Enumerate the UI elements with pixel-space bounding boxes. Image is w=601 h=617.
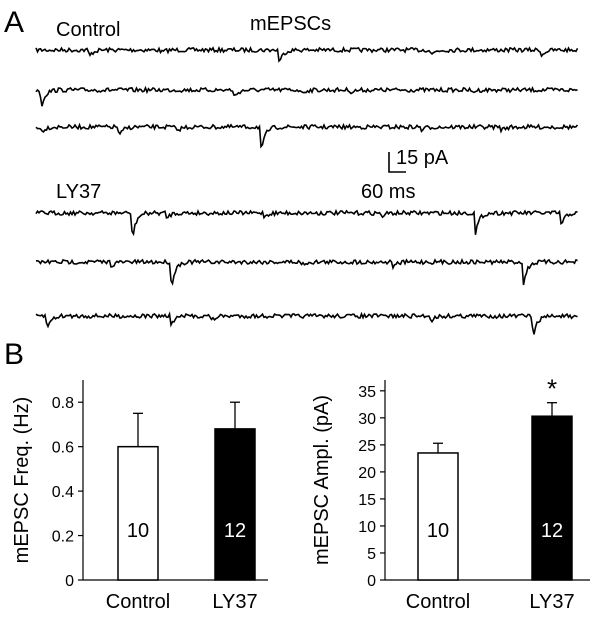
scalebar-x-label: 60 ms: [361, 181, 416, 203]
trace-3: [35, 122, 579, 149]
ampl-bar-chart: 0 5 10 15 20 25 30 35 mEPSC Ampl. (pA) 10 Control 1…: [311, 374, 590, 613]
ampl-ytick-label: 10: [358, 519, 376, 536]
freq-ytick-label: 0.8: [52, 395, 74, 412]
freq-category-label: LY37: [212, 591, 257, 613]
ampl-category-label: LY37: [529, 591, 574, 613]
ampl-ytick-label: 30: [358, 411, 376, 428]
freq-bar-control: [117, 445, 159, 581]
ampl-ytick-label: 35: [358, 384, 376, 401]
drug-label: LY37: [56, 181, 102, 203]
mepsc-traces: [35, 45, 579, 335]
freq-n-label: 12: [224, 520, 246, 542]
ampl-category-label: Control: [406, 591, 470, 613]
ampl-n-label: 10: [427, 520, 449, 542]
panel-a-title: mEPSCs: [250, 13, 332, 35]
freq-n-label: 10: [127, 520, 149, 542]
ampl-n-label: 12: [541, 520, 563, 542]
scale-bar: [388, 152, 406, 173]
panel-b-letter: B: [4, 338, 25, 371]
scalebar-y-label: 15 pA: [396, 147, 449, 169]
ampl-ytick-label: 5: [367, 546, 376, 563]
freq-ytick-label: 0.4: [52, 484, 74, 501]
freq-y-axis-label: mEPSC Freq. (Hz): [11, 397, 33, 564]
ampl-bar-ly37: [531, 415, 573, 581]
control-label: Control: [56, 19, 121, 41]
freq-ytick-label: 0: [65, 573, 74, 590]
panel-a-letter: A: [4, 6, 25, 39]
freq-ytick-label: 0.6: [52, 440, 74, 457]
freq-category-label: Control: [106, 591, 170, 613]
freq-ytick-label: 0.2: [52, 529, 74, 546]
trace-5: [36, 258, 578, 286]
ampl-significance-marker: *: [547, 374, 557, 404]
ampl-ytick-label: 15: [358, 492, 376, 509]
ampl-ytick-label: 0: [367, 573, 376, 590]
ampl-ytick-label: 20: [358, 465, 376, 482]
freq-bar-ly37: [214, 428, 256, 581]
trace-4: [35, 208, 578, 237]
trace-2: [35, 85, 578, 107]
trace-1: [35, 45, 579, 63]
ampl-y-axis-label: mEPSC Ampl. (pA): [311, 395, 333, 565]
trace-6: [35, 311, 578, 335]
ampl-bar-control: [417, 452, 459, 581]
ampl-ytick-label: 25: [358, 438, 376, 455]
freq-bar-chart: 0 0.2 0.4 0.6 0.8 mEPSC Freq. (Hz) 10 Control 12…: [11, 380, 268, 613]
